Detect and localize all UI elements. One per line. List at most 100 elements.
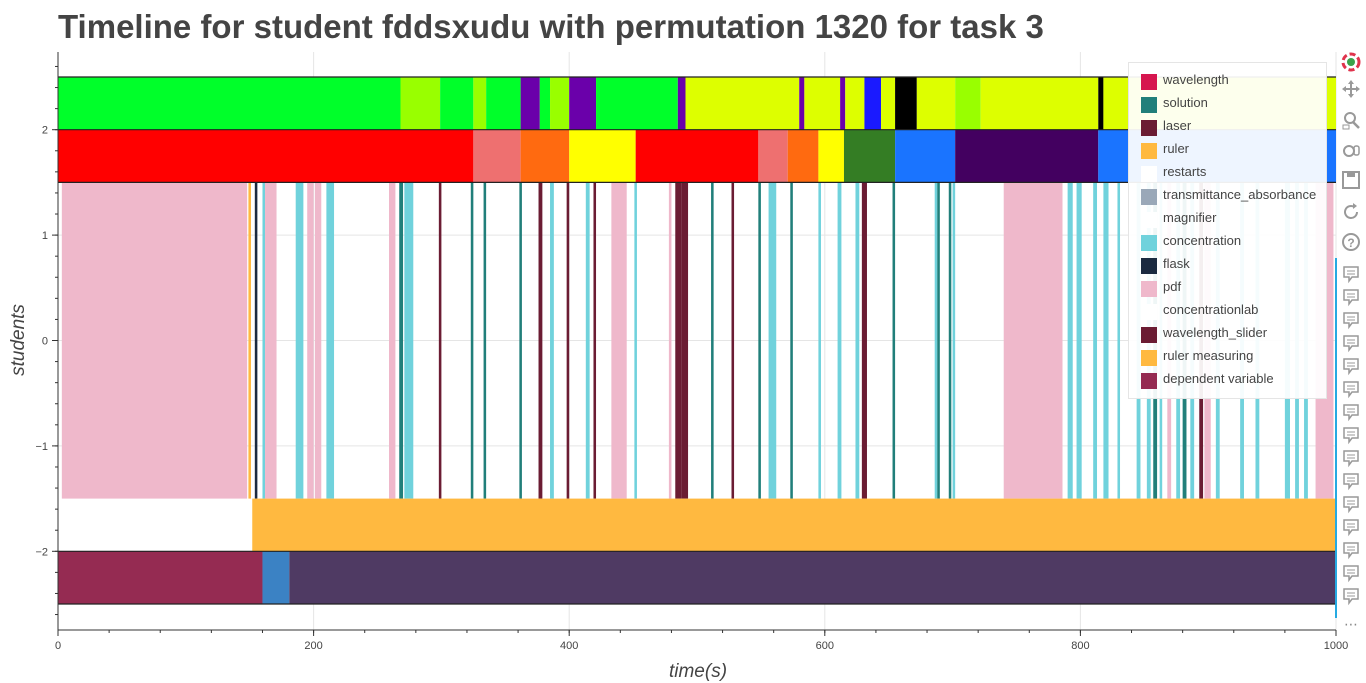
wheel-zoom-icon[interactable] [1341, 140, 1361, 160]
timeline-segment [1076, 182, 1082, 499]
timeline-segment [1067, 182, 1073, 499]
timeline-segment [314, 182, 322, 499]
legend-item[interactable]: concentrationlab [1141, 301, 1326, 321]
timeline-segment [265, 182, 277, 499]
timeline-segment [758, 129, 788, 183]
pan-icon[interactable] [1341, 79, 1361, 99]
legend-label: concentration [1163, 233, 1242, 248]
legend-label: flask [1163, 256, 1190, 271]
legend-label: ruler [1163, 141, 1190, 156]
x-tick-label: 0 [55, 640, 61, 652]
timeline-segment [404, 182, 414, 499]
hover-icon[interactable] [1341, 540, 1361, 560]
hover-icon[interactable] [1341, 471, 1361, 491]
legend-label: solution [1163, 95, 1208, 110]
legend-swatch [1141, 120, 1157, 136]
hover-icon[interactable] [1341, 402, 1361, 422]
legend-item[interactable]: transmittance_absorbance [1141, 186, 1326, 206]
timeline-segment [1003, 182, 1063, 499]
timeline-segment [685, 77, 800, 130]
legend-item[interactable]: ruler measuring [1141, 347, 1326, 367]
save-icon[interactable] [1341, 170, 1361, 190]
legend-item[interactable]: ruler [1141, 140, 1326, 160]
timeline-segment [295, 182, 304, 499]
legend-label: wavelength [1163, 72, 1229, 87]
timeline-segment [677, 77, 686, 130]
help-icon[interactable]: ? [1341, 232, 1361, 252]
timeline-segment [389, 182, 396, 499]
legend-swatch [1141, 74, 1157, 90]
timeline-segment [550, 182, 554, 499]
legend-swatch [1141, 327, 1157, 343]
timeline-segment [818, 129, 844, 183]
hover-icon[interactable] [1341, 287, 1361, 307]
legend-swatch [1141, 189, 1157, 205]
toolbar-active-indicator [1335, 258, 1337, 618]
legend-swatch [1141, 304, 1157, 320]
timeline-segment [681, 182, 689, 499]
hover-icon[interactable] [1341, 586, 1361, 606]
timeline-segment [569, 77, 597, 130]
timeline-segment [566, 182, 570, 499]
timeline-segment [252, 498, 1337, 552]
timeline-segment [254, 182, 258, 499]
hover-icon[interactable] [1341, 425, 1361, 445]
timeline-segment [916, 77, 956, 130]
legend-item[interactable]: wavelength [1141, 71, 1326, 91]
legend-label: wavelength_slider [1163, 325, 1268, 340]
timeline-segment [473, 129, 521, 183]
legend-label: concentrationlab [1163, 302, 1259, 317]
hover-icon[interactable] [1341, 333, 1361, 353]
legend-item[interactable]: wavelength_slider [1141, 324, 1326, 344]
x-tick-label: 600 [816, 640, 834, 652]
timeline-segment [634, 182, 637, 499]
timeline-segment [818, 182, 821, 499]
x-tick-label: 800 [1071, 640, 1089, 652]
hover-icon[interactable] [1341, 310, 1361, 330]
timeline-segment [758, 182, 761, 499]
timeline-segment [569, 129, 636, 183]
x-tick-label: 1000 [1324, 640, 1348, 652]
hover-icon[interactable] [1341, 448, 1361, 468]
hover-icon[interactable] [1341, 356, 1361, 376]
legend-label: dependent variable [1163, 371, 1274, 386]
timeline-segment [861, 182, 867, 499]
bokeh-logo-icon[interactable] [1341, 52, 1361, 72]
timeline-segment [843, 129, 896, 183]
svg-text:?: ? [1347, 236, 1354, 250]
hover-icon[interactable] [1341, 264, 1361, 284]
box-zoom-icon[interactable] [1341, 110, 1361, 130]
timeline-segment [881, 77, 896, 130]
timeline-segment [483, 182, 487, 499]
legend-item[interactable]: laser [1141, 117, 1326, 137]
timeline-segment [58, 77, 401, 130]
timeline-segment [768, 182, 777, 499]
legend-item[interactable]: restarts [1141, 163, 1326, 183]
hover-icon[interactable] [1341, 563, 1361, 583]
legend-swatch [1141, 281, 1157, 297]
legend-item[interactable]: pdf [1141, 278, 1326, 298]
hover-icon[interactable] [1341, 517, 1361, 537]
legend-item[interactable]: magnifier [1141, 209, 1326, 229]
timeline-segment [538, 182, 543, 499]
x-tick-label: 400 [560, 640, 578, 652]
timeline-segment [668, 182, 672, 499]
chart-title: Timeline for student fddsxudu with permu… [58, 8, 1044, 45]
legend-item[interactable]: dependent variable [1141, 370, 1326, 390]
timeline-segment [550, 77, 570, 130]
legend-swatch [1141, 212, 1157, 228]
timeline-segment [895, 77, 917, 130]
reset-icon[interactable] [1341, 202, 1361, 222]
legend-item[interactable]: concentration [1141, 232, 1326, 252]
timeline-segment [1103, 182, 1109, 499]
y-tick-label: 0 [42, 336, 48, 348]
legend-item[interactable]: flask [1141, 255, 1326, 275]
more-tools-button[interactable]: ⋯ [1344, 616, 1358, 632]
hover-icon[interactable] [1341, 494, 1361, 514]
legend-swatch [1141, 373, 1157, 389]
hover-icon[interactable] [1341, 379, 1361, 399]
timeline-segment [952, 182, 956, 499]
timeline-segment [955, 77, 981, 130]
legend-item[interactable]: solution [1141, 94, 1326, 114]
legend-swatch [1141, 166, 1157, 182]
